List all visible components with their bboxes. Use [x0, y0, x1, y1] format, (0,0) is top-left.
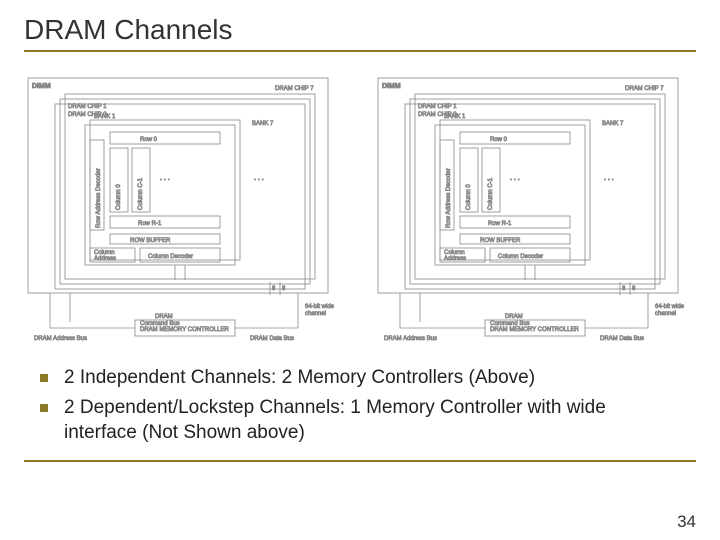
- bullet-text: 2 Dependent/Lockstep Channels: 1 Memory …: [64, 395, 680, 446]
- svg-text:Column Decoder: Column Decoder: [498, 254, 543, 260]
- label-bank1: BANK 1: [94, 114, 116, 120]
- svg-text:BANK 1: BANK 1: [444, 114, 466, 120]
- bullet-text: 2 Independent Channels: 2 Memory Control…: [64, 365, 535, 391]
- bullet-item: 2 Dependent/Lockstep Channels: 1 Memory …: [40, 395, 680, 446]
- label-cmd-bus: DRAM: [155, 314, 173, 320]
- square-bullet-icon: [40, 404, 48, 412]
- label-col-addr2: Address: [94, 256, 116, 262]
- svg-text:Row R-1: Row R-1: [488, 221, 512, 227]
- page-number: 34: [677, 512, 696, 532]
- svg-text:Column 0: Column 0: [466, 184, 472, 210]
- label-row-buffer: ROW BUFFER: [130, 238, 171, 244]
- dimm-diagram-left: DIMM DRAM CHIP 7 DRAM CHIP 1 DRAM CHIP 0…: [20, 70, 350, 345]
- label-64bit: 64-bit wide: [305, 304, 335, 310]
- label-dimm: DIMM: [32, 83, 51, 90]
- label-mem-ctrl: DRAM MEMORY CONTROLLER: [140, 327, 229, 333]
- svg-text:DRAM Address Bus: DRAM Address Bus: [384, 336, 437, 342]
- svg-text:ROW BUFFER: ROW BUFFER: [480, 238, 521, 244]
- svg-text:Row Address Decoder: Row Address Decoder: [446, 168, 452, 228]
- svg-text:DRAM CHIP 1: DRAM CHIP 1: [418, 104, 457, 110]
- label-64bit2: channel: [305, 311, 326, 317]
- svg-text:DRAM MEMORY CONTROLLER: DRAM MEMORY CONTROLLER: [490, 327, 579, 333]
- svg-text:DRAM Data Bus: DRAM Data Bus: [600, 336, 644, 342]
- svg-text:BANK 7: BANK 7: [602, 121, 624, 127]
- dimm-diagram-right: DIMM DRAM CHIP 7 DRAM CHIP 1 DRAM CHIP 0…: [370, 70, 700, 345]
- svg-text:Column C-1: Column C-1: [488, 177, 494, 210]
- label-col0: Column 0: [116, 184, 122, 210]
- label-dots: . . .: [254, 175, 264, 182]
- label-addr-bus: DRAM Address Bus: [34, 336, 87, 342]
- diagram-row: DIMM DRAM CHIP 7 DRAM CHIP 1 DRAM CHIP 0…: [0, 52, 720, 345]
- svg-text:Row 0: Row 0: [490, 137, 508, 143]
- bullet-list: 2 Independent Channels: 2 Memory Control…: [0, 345, 720, 446]
- square-bullet-icon: [40, 374, 48, 382]
- bullet-item: 2 Independent Channels: 2 Memory Control…: [40, 365, 680, 391]
- svg-text:. . .: . . .: [510, 175, 520, 182]
- svg-text:Address: Address: [444, 256, 466, 262]
- svg-text:channel: channel: [655, 311, 676, 317]
- label-col-decoder: Column Decoder: [148, 254, 193, 260]
- label-colC1: Column C-1: [138, 177, 144, 210]
- svg-text:64-bit wide: 64-bit wide: [655, 304, 685, 310]
- svg-text:DIMM: DIMM: [382, 83, 401, 90]
- label-row0: Row 0: [140, 137, 158, 143]
- svg-text:DRAM CHIP 7: DRAM CHIP 7: [625, 86, 664, 92]
- label-data-bus: DRAM Data Bus: [250, 336, 294, 342]
- svg-text:DRAM: DRAM: [505, 314, 523, 320]
- label-dots2: . . .: [160, 175, 170, 182]
- label-bank7: BANK 7: [252, 121, 274, 127]
- label-chip7: DRAM CHIP 7: [275, 86, 314, 92]
- footer-rule: [24, 460, 696, 462]
- label-rowR1: Row R-1: [138, 221, 162, 227]
- svg-text:. . .: . . .: [604, 175, 614, 182]
- label-chip1: DRAM CHIP 1: [68, 104, 107, 110]
- slide-title: DRAM Channels: [0, 0, 720, 46]
- label-row-decoder: Row Address Decoder: [96, 168, 102, 228]
